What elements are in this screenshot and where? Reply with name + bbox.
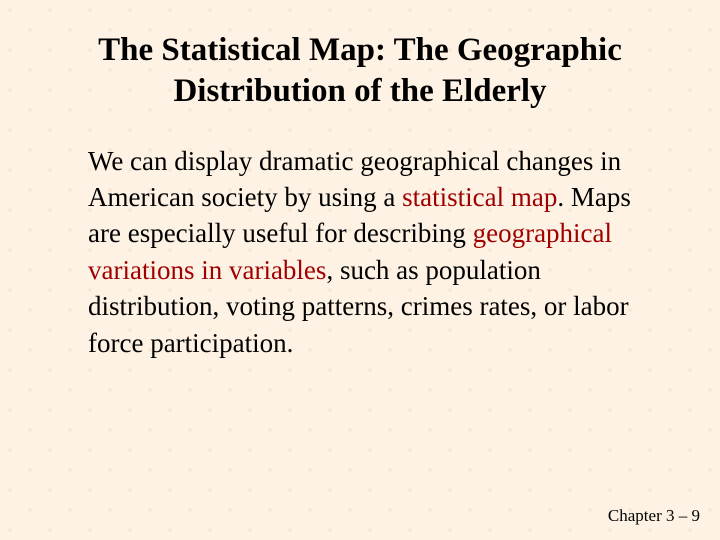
slide-container: The Statistical Map: The Geographic Dist… <box>0 0 720 361</box>
slide-footer: Chapter 3 – 9 <box>608 506 700 526</box>
body-paragraph: We can display dramatic geographical cha… <box>58 143 662 362</box>
highlight-statistical-map: statistical map <box>402 182 557 212</box>
page-title: The Statistical Map: The Geographic Dist… <box>58 30 662 113</box>
